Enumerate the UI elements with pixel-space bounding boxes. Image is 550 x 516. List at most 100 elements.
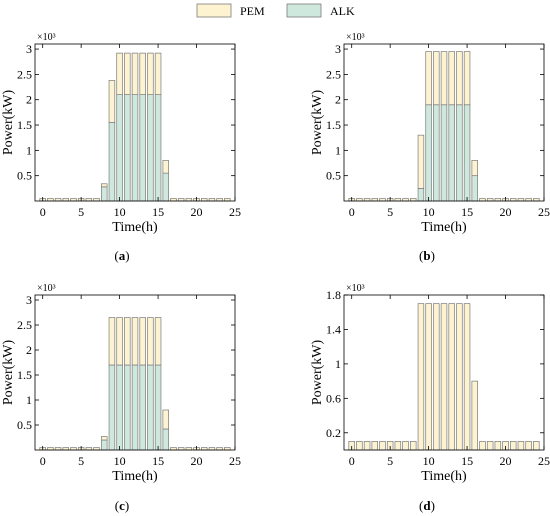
axes-frame	[34, 294, 236, 451]
bar-alk-11	[124, 94, 131, 202]
x-tick-label: 20	[500, 205, 512, 219]
x-tick-label: 25	[538, 205, 550, 219]
y-tick-label: 3	[335, 42, 341, 56]
bar-pem-13	[139, 317, 146, 366]
bar-pem-18	[486, 441, 494, 451]
x-axis-label: Time(h)	[421, 469, 467, 484]
bar-alk-8	[100, 186, 108, 202]
legend-label-alk: ALK	[330, 4, 355, 18]
bar-pem-12	[131, 52, 139, 95]
bar-alk-13	[139, 94, 146, 202]
y-axis-label: Power(kW)	[310, 90, 325, 156]
y-tick-label: 2	[26, 93, 32, 107]
bar-pem-10	[116, 52, 123, 95]
y-tick-label: 1.5	[326, 118, 341, 132]
x-tick-label: 20	[500, 454, 512, 468]
bar-alk-13	[139, 364, 146, 451]
bar-pem-14	[147, 52, 154, 95]
bar-pem-10	[116, 317, 123, 366]
bar-alk-9	[108, 122, 116, 202]
y-tick-label: 1.8	[326, 288, 341, 302]
bar-alk-9	[108, 364, 116, 451]
y-tick-label: 2	[26, 343, 32, 357]
y-axis-label: Power(kW)	[1, 90, 16, 156]
bar-alk-8	[100, 439, 108, 451]
y-tick-label: 0.2	[326, 426, 341, 440]
chart-panel-b: 0 5 10 15 20 25 0.5 1 1.5 2 2.5 3 ×10³ Time(h) Power(k…	[310, 32, 550, 263]
bar-alk-12	[440, 104, 448, 202]
bar-pem-12	[440, 303, 448, 451]
bar-alk-10	[116, 94, 123, 202]
legend-item-pem: PEM	[196, 3, 265, 18]
y-exponent-label: ×10³	[346, 283, 365, 294]
bar-pem-8	[100, 183, 108, 188]
axes-frame	[34, 43, 236, 202]
legend: PEM ALK	[196, 3, 355, 18]
bar-pem-9	[417, 303, 425, 451]
bar-pem-8	[100, 436, 108, 441]
bar-pem-7	[402, 441, 409, 451]
legend-swatch-pem	[196, 3, 232, 18]
bar-pem-19	[494, 441, 502, 451]
x-tick-label: 5	[387, 454, 393, 468]
y-tick-label: 0.5	[17, 169, 32, 183]
bar-pem-24	[533, 441, 540, 451]
x-tick-label: 5	[78, 454, 84, 468]
bar-pem-6	[394, 441, 402, 451]
x-axis-label: Time(h)	[112, 469, 158, 484]
bar-pem-11	[433, 303, 440, 451]
bar-pem-17	[479, 441, 486, 451]
y-exponent-label: ×10³	[346, 32, 365, 43]
x-tick-label: 15	[461, 454, 473, 468]
y-axis-label: Power(kW)	[310, 340, 325, 406]
legend-swatch-alk	[286, 3, 322, 18]
x-tick-label: 25	[229, 454, 241, 468]
bar-pem-10	[425, 51, 432, 106]
bar-pem-16	[162, 160, 170, 174]
x-tick-label: 15	[152, 454, 164, 468]
y-tick-label: 2.5	[17, 318, 32, 332]
x-tick-label: 0	[349, 454, 355, 468]
x-tick-label: 5	[387, 205, 393, 219]
panel-label: (c)	[115, 498, 129, 513]
y-tick-label: 1	[335, 357, 341, 371]
x-tick-label: 10	[114, 205, 126, 219]
bar-pem-11	[433, 51, 440, 106]
bar-alk-15	[154, 364, 162, 451]
y-tick-label: 2.5	[326, 67, 341, 81]
bar-pem-13	[448, 51, 455, 106]
bar-pem-3	[371, 441, 379, 451]
x-tick-label: 25	[229, 205, 241, 219]
x-axis-label: Time(h)	[112, 220, 158, 235]
bar-pem-10	[425, 303, 432, 451]
bar-alk-14	[147, 364, 154, 451]
bar-pem-11	[124, 317, 131, 366]
bar-alk-16	[471, 175, 479, 202]
x-tick-label: 10	[423, 454, 435, 468]
bar-pem-22	[517, 441, 525, 451]
x-tick-label: 0	[40, 205, 46, 219]
bar-alk-9	[417, 187, 425, 202]
bar-alk-10	[116, 364, 123, 451]
x-tick-label: 10	[114, 454, 126, 468]
bar-pem-21	[510, 441, 517, 451]
bar-alk-11	[124, 364, 131, 451]
bar-pem-14	[456, 51, 463, 106]
bar-pem-9	[108, 80, 116, 123]
bar-alk-14	[456, 104, 463, 202]
y-tick-label: 3	[26, 42, 32, 56]
bar-alk-12	[131, 94, 139, 202]
bar-pem-15	[154, 317, 162, 366]
x-tick-label: 15	[152, 205, 164, 219]
bar-pem-11	[124, 52, 131, 95]
y-tick-label: 1.5	[17, 118, 32, 132]
y-tick-label: 1	[26, 143, 32, 157]
bar-pem-8	[410, 441, 417, 451]
y-exponent-label: ×10³	[37, 283, 56, 294]
bar-pem-16	[471, 160, 479, 177]
bar-alk-11	[433, 104, 440, 202]
y-tick-label: 0.5	[17, 418, 32, 432]
bar-pem-4	[379, 441, 386, 451]
bar-pem-13	[448, 303, 455, 451]
bar-pem-13	[139, 52, 146, 95]
